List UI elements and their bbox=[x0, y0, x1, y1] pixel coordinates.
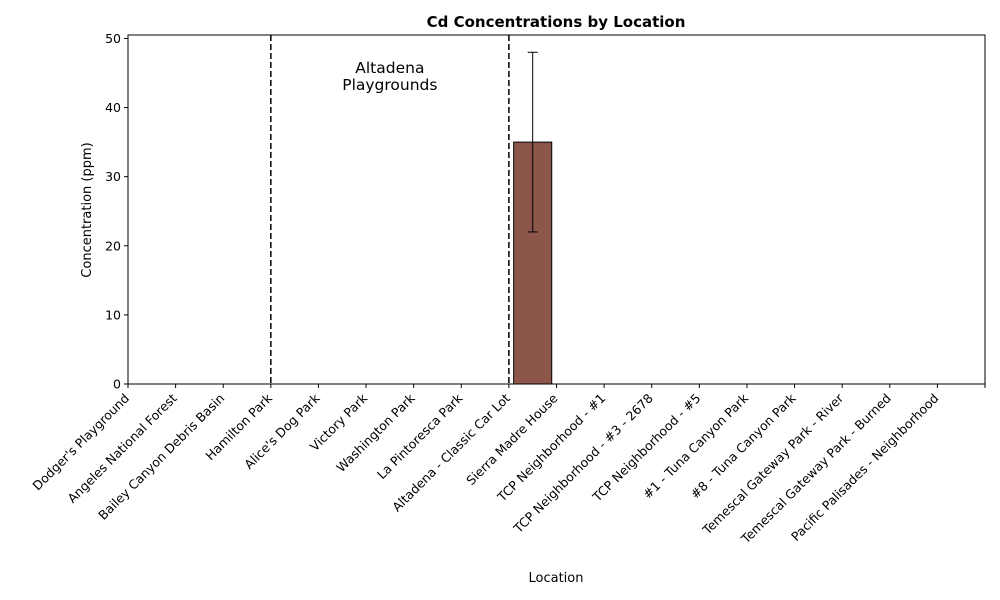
y-tick-label-0: 0 bbox=[113, 377, 121, 392]
y-tick-label-20: 20 bbox=[105, 238, 121, 253]
x-axis-label: Location bbox=[529, 571, 584, 586]
chart-title: Cd Concentrations by Location bbox=[427, 13, 686, 31]
divider-lines bbox=[270, 35, 510, 384]
y-tick-label-10: 10 bbox=[105, 307, 121, 322]
y-axis-ticks: 0 10 20 30 40 50 bbox=[105, 31, 128, 392]
x-tick-label-9: Sierra Madre House bbox=[463, 390, 561, 488]
y-tick-label-30: 30 bbox=[105, 169, 121, 184]
y-tick-label-40: 40 bbox=[105, 100, 121, 115]
y-axis-label: Concentration (ppm) bbox=[80, 142, 95, 277]
altadena-playgrounds-annotation: Altadena Playgrounds bbox=[342, 59, 437, 94]
plot-frame bbox=[127, 34, 986, 385]
y-tick-label-50: 50 bbox=[105, 31, 121, 46]
annotation-line-1: Altadena bbox=[355, 59, 424, 77]
error-bars-group bbox=[527, 51, 538, 233]
annotation-line-2: Playgrounds bbox=[342, 76, 437, 94]
x-tick-label-7: La Pintoresca Park bbox=[374, 390, 466, 482]
